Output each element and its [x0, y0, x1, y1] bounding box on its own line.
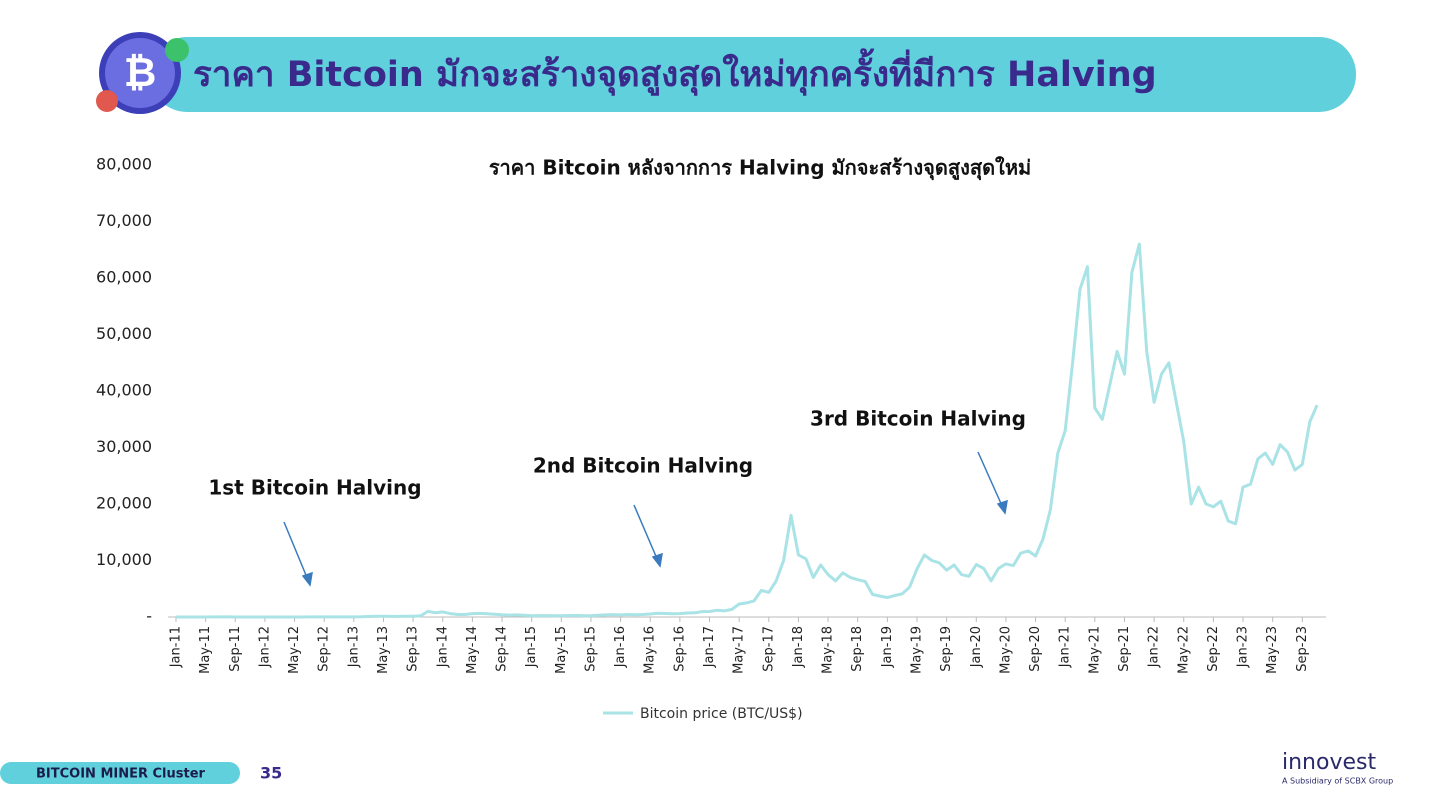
- x-tick-label: Jan-12: [257, 626, 272, 668]
- x-tick-label: Jan-17: [702, 626, 717, 668]
- legend-label: Bitcoin price (BTC/US$): [640, 706, 803, 722]
- x-tick-label: May-12: [287, 626, 302, 674]
- x-tick-label: Sep-22: [1206, 626, 1221, 672]
- x-tick-label: Sep-20: [1028, 626, 1043, 672]
- annotation: 3rd Bitcoin Halving: [810, 407, 1026, 431]
- x-tick-label: Sep-12: [317, 626, 332, 672]
- x-tick-label: Jan-22: [1147, 626, 1162, 668]
- x-tick-label: May-15: [554, 626, 569, 674]
- footer-pill: [0, 762, 240, 784]
- y-tick-label: 80,000: [96, 155, 152, 174]
- chart-title: ราคา Bitcoin หลังจากการ Halving มักจะสร้…: [489, 156, 1031, 182]
- x-tick-label: May-14: [465, 626, 480, 674]
- x-tick-label: Sep-21: [1117, 626, 1132, 672]
- x-tick-label: Jan-11: [169, 626, 184, 668]
- page-number: 35: [260, 764, 282, 783]
- x-tick-label: May-22: [1176, 626, 1191, 674]
- x-tick-label: May-13: [376, 626, 391, 674]
- x-tick-label: Jan-13: [346, 626, 361, 668]
- x-tick-label: Sep-14: [495, 626, 510, 672]
- logo: innovest: [1282, 750, 1376, 775]
- x-tick-label: May-19: [910, 626, 925, 674]
- y-tick-label: -: [146, 607, 152, 626]
- x-tick-label: May-21: [1087, 626, 1102, 674]
- x-tick-label: Jan-23: [1236, 626, 1251, 668]
- logo-sub: A Subsidiary of SCBX Group: [1282, 777, 1393, 786]
- down-icon: [96, 90, 118, 112]
- x-tick-label: Sep-18: [850, 626, 865, 672]
- x-tick-label: May-20: [998, 626, 1013, 674]
- x-tick-label: Sep-13: [406, 626, 421, 672]
- y-tick-label: 50,000: [96, 324, 152, 343]
- annotation: 1st Bitcoin Halving: [208, 476, 421, 500]
- up-icon: [165, 38, 189, 62]
- x-tick-label: May-11: [198, 626, 213, 674]
- x-tick-label: Sep-11: [228, 626, 243, 672]
- plot: - 10,000 20,000 30,000 40,000 50,000 60,000 70,…: [96, 155, 1326, 722]
- x-tick-label: Sep-19: [939, 626, 954, 672]
- y-tick-label: 60,000: [96, 268, 152, 287]
- x-tick-label: Sep-15: [583, 626, 598, 672]
- x-tick-label: May-18: [821, 626, 836, 674]
- x-tick-label: Jan-15: [524, 626, 539, 668]
- y-tick-label: 10,000: [96, 550, 152, 569]
- y-tick-label: 40,000: [96, 381, 152, 400]
- x-tick-label: Sep-23: [1295, 626, 1310, 672]
- x-tick-label: Jan-21: [1058, 626, 1073, 668]
- price-line: [176, 242, 1319, 619]
- x-tick-label: Jan-20: [969, 626, 984, 668]
- y-tick-label: 30,000: [96, 437, 152, 456]
- x-tick-label: Sep-17: [761, 626, 776, 672]
- x-tick-label: May-17: [732, 626, 747, 674]
- x-tick-label: Sep-16: [672, 626, 687, 672]
- x-tick-label: Jan-14: [435, 626, 450, 668]
- header-banner: [150, 37, 1356, 112]
- y-tick-label: 70,000: [96, 211, 152, 230]
- y-tick-label: 20,000: [96, 494, 152, 513]
- annotation-arrows: [283, 451, 1008, 587]
- x-tick-label: Jan-16: [613, 626, 628, 668]
- annotation: 2nd Bitcoin Halving: [533, 454, 753, 478]
- x-tick-label: Jan-19: [880, 626, 895, 668]
- header-title: ราคา Bitcoin มักจะสร้างจุดสูงสุดใหม่ทุกค…: [193, 48, 1157, 96]
- coin-symbol: ₿: [124, 50, 157, 96]
- x-tick-label: May-23: [1265, 626, 1280, 674]
- coin-icon: [105, 38, 175, 108]
- x-tick-label: May-16: [643, 626, 658, 674]
- x-tick-label: Jan-18: [791, 626, 806, 668]
- footer-cluster: BITCOIN MINER Cluster: [36, 767, 206, 782]
